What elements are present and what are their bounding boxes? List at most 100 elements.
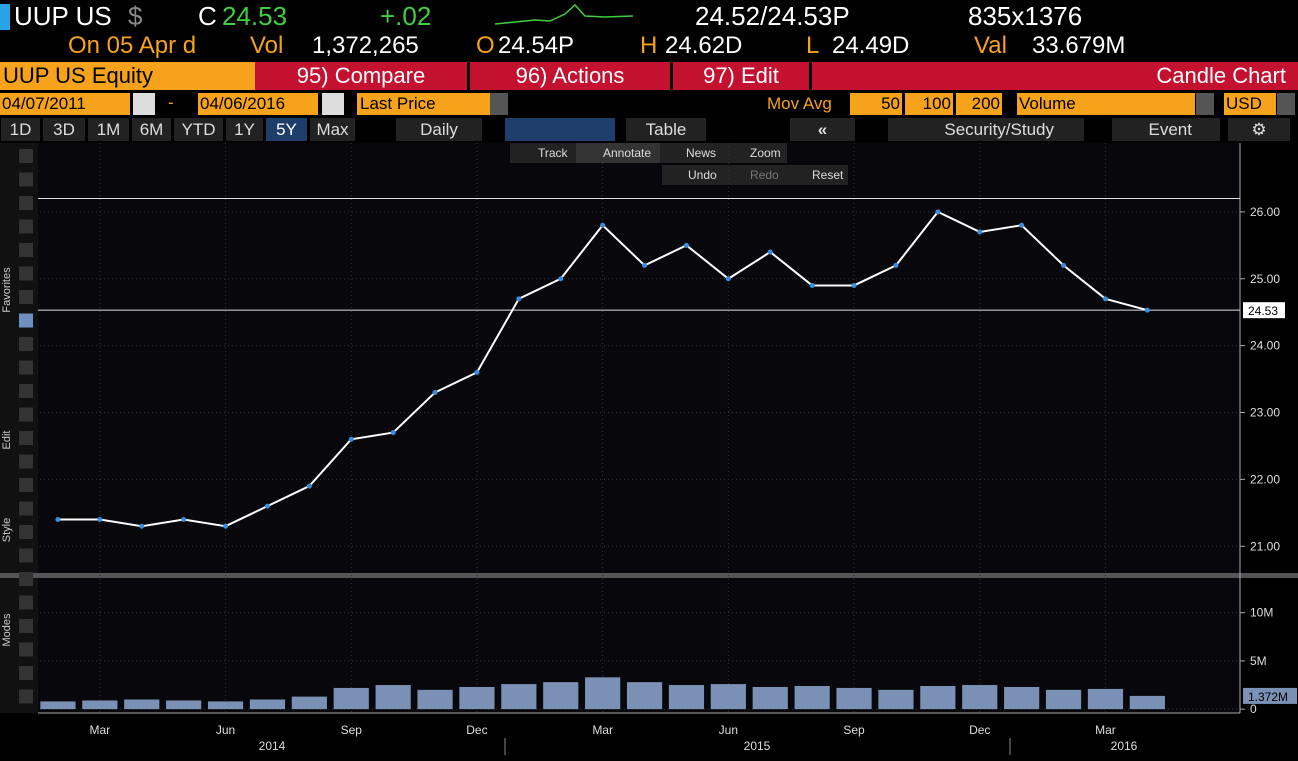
currency-select[interactable]: USD xyxy=(1224,93,1276,115)
tool-icon[interactable] xyxy=(19,431,33,445)
volume-bar xyxy=(1129,695,1165,710)
volume-bar xyxy=(459,686,495,710)
tool-icon[interactable] xyxy=(19,619,33,633)
x-tick-label: Jun xyxy=(216,723,235,737)
tool-icon[interactable] xyxy=(19,360,33,375)
sidebar-label: Favorites xyxy=(1,267,13,313)
year-label: 2014 xyxy=(259,739,286,753)
volume-bar xyxy=(794,686,830,710)
tool-icon[interactable] xyxy=(19,313,33,328)
price-point xyxy=(767,249,773,255)
study-button[interactable]: Security/Study xyxy=(888,118,1084,141)
field[interactable]: Last Price xyxy=(357,93,490,115)
actions-button[interactable]: 96) Actions xyxy=(470,62,670,90)
tool-icon[interactable] xyxy=(19,337,33,351)
security[interactable]: UUP US Equity xyxy=(0,62,255,90)
close: 24.53 xyxy=(222,1,288,31)
volume-bar xyxy=(124,699,160,710)
range-button[interactable]: 1Y xyxy=(226,118,263,141)
calendar-icon[interactable] xyxy=(133,93,155,115)
dropdown[interactable] xyxy=(1277,93,1295,115)
tool-icon[interactable] xyxy=(19,219,33,234)
range-button[interactable]: Max xyxy=(310,118,355,141)
tool-icon[interactable] xyxy=(19,595,33,610)
chart-action[interactable]: Undo xyxy=(688,168,717,182)
volume-bar xyxy=(40,701,76,710)
price-point xyxy=(1144,307,1150,313)
currency: $ xyxy=(128,1,143,31)
price-point xyxy=(306,483,312,489)
chart-tool[interactable]: Annotate xyxy=(603,146,651,160)
range-button[interactable]: 3D xyxy=(43,118,85,141)
status-mark xyxy=(0,4,10,30)
tool-icon[interactable] xyxy=(19,243,33,257)
tool-icon[interactable] xyxy=(19,266,33,281)
chart-action[interactable]: Redo xyxy=(750,168,779,182)
event-button[interactable]: Event xyxy=(1112,118,1220,141)
chart-action[interactable]: Reset xyxy=(812,168,844,182)
sidebar-label: Edit xyxy=(1,431,13,450)
edit-button[interactable]: 97) Edit xyxy=(673,62,809,90)
price-point xyxy=(1019,222,1025,228)
tool-icon[interactable] xyxy=(19,454,33,469)
range-button[interactable]: 5Y xyxy=(266,118,307,141)
volume-bar xyxy=(668,685,705,710)
dropdown[interactable] xyxy=(1196,93,1214,115)
date-dash: - xyxy=(168,93,174,112)
period[interactable]: Daily xyxy=(396,118,482,141)
ma-1[interactable]: 50 xyxy=(850,93,902,115)
tool-icon[interactable] xyxy=(19,666,33,680)
range-button[interactable]: YTD xyxy=(174,118,223,141)
settings-button[interactable]: ⚙ xyxy=(1228,118,1290,141)
chart-type[interactable] xyxy=(505,118,615,141)
tool-icon[interactable] xyxy=(19,172,33,187)
tool-icon[interactable] xyxy=(19,689,33,704)
tool-icon[interactable] xyxy=(19,478,33,492)
ma-2[interactable]: 100 xyxy=(905,93,953,115)
vol: 1,372,265 xyxy=(312,32,419,59)
tool-icon[interactable] xyxy=(19,642,33,657)
chart-tool[interactable]: Zoom xyxy=(750,146,781,160)
close-label: C xyxy=(198,1,217,31)
price-point xyxy=(516,296,522,302)
tool-icon[interactable] xyxy=(19,196,33,210)
tool-icon[interactable] xyxy=(19,525,33,539)
tool-icon[interactable] xyxy=(19,384,33,398)
price-point xyxy=(432,389,438,395)
tool-icon[interactable] xyxy=(19,501,33,516)
collapse[interactable]: « xyxy=(790,118,855,141)
range-button[interactable]: 6M xyxy=(132,118,171,141)
price-point xyxy=(1102,296,1108,302)
calendar-icon[interactable] xyxy=(322,93,344,115)
volume-bar xyxy=(752,686,788,710)
high: 24.62D xyxy=(665,32,743,59)
range-button[interactable]: 1M xyxy=(88,118,129,141)
tool-icon[interactable] xyxy=(19,290,33,304)
price-point xyxy=(893,262,899,268)
dropdown[interactable] xyxy=(490,93,508,115)
volume-bar xyxy=(710,684,746,710)
chart: Favorites Edit Style Modes Track Annotate News… xyxy=(0,143,1298,761)
chart-name: Candle Chart xyxy=(812,62,1298,90)
compare-button[interactable]: 95) Compare xyxy=(255,62,467,90)
chart-tool[interactable]: Track xyxy=(538,146,569,160)
tool-icon[interactable] xyxy=(19,572,33,586)
price-point xyxy=(977,229,983,235)
price-point xyxy=(264,503,270,509)
range-button[interactable]: 1D xyxy=(1,118,40,141)
x-tick-label: Jun xyxy=(719,723,738,737)
volume-bar xyxy=(836,687,872,710)
tool-icon[interactable] xyxy=(19,149,33,163)
y-tick-label: 24.00 xyxy=(1250,339,1280,353)
chart-tool[interactable]: News xyxy=(686,146,716,160)
tool-icon[interactable] xyxy=(19,548,33,563)
selected-tool xyxy=(576,143,660,163)
table-button[interactable]: Table xyxy=(626,118,706,141)
y2-tick-label: 10M xyxy=(1250,606,1273,620)
start-date[interactable]: 04/07/2011 xyxy=(0,93,130,115)
ma-3[interactable]: 200 xyxy=(956,93,1002,115)
sparkline xyxy=(495,4,634,25)
tool-icon[interactable] xyxy=(19,407,33,422)
end-date[interactable]: 04/06/2016 xyxy=(198,93,318,115)
lower-study[interactable]: Volume xyxy=(1017,93,1195,115)
